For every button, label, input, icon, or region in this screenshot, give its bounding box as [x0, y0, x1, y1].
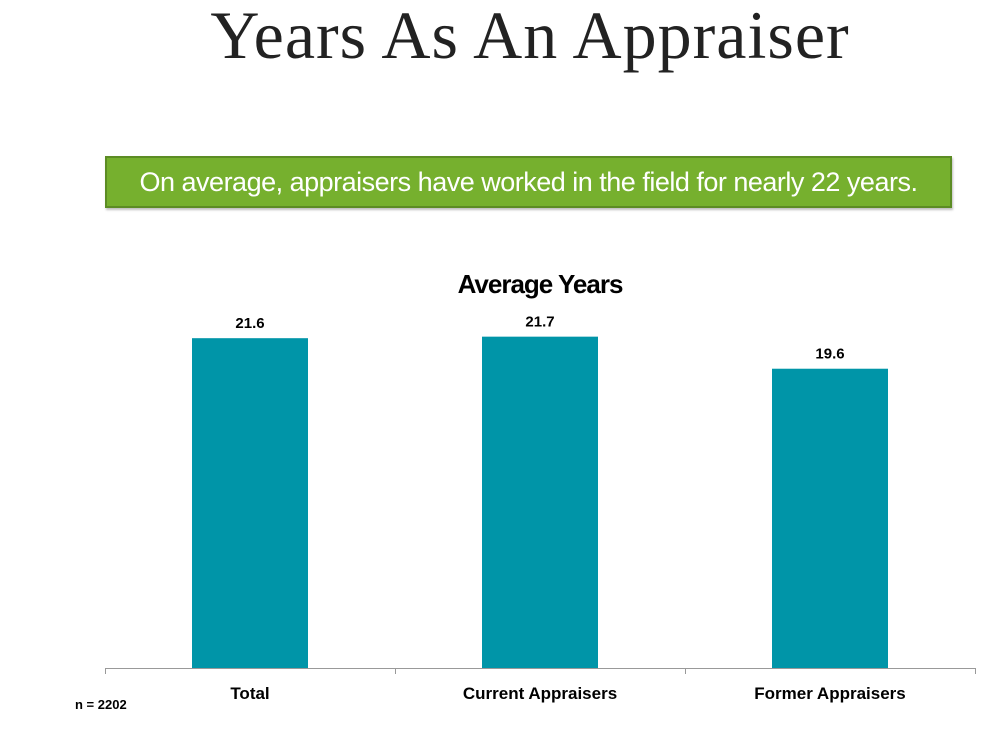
bar-2 [772, 368, 888, 668]
data-label-2: 19.6 [815, 346, 844, 363]
chart-title: Average Years [458, 269, 623, 299]
callout-banner: On average, appraisers have worked in th… [105, 156, 952, 208]
sample-size-note: n = 2202 [75, 697, 127, 712]
data-label-1: 21.7 [525, 314, 554, 331]
bar-0 [192, 338, 308, 668]
category-label-0: Total [230, 684, 269, 703]
slide-title: Years As An Appraiser [210, 0, 850, 73]
data-label-0: 21.6 [235, 315, 264, 332]
category-label-1: Current Appraisers [463, 684, 617, 703]
category-label-2: Former Appraisers [754, 684, 905, 703]
bar-1 [482, 336, 598, 668]
